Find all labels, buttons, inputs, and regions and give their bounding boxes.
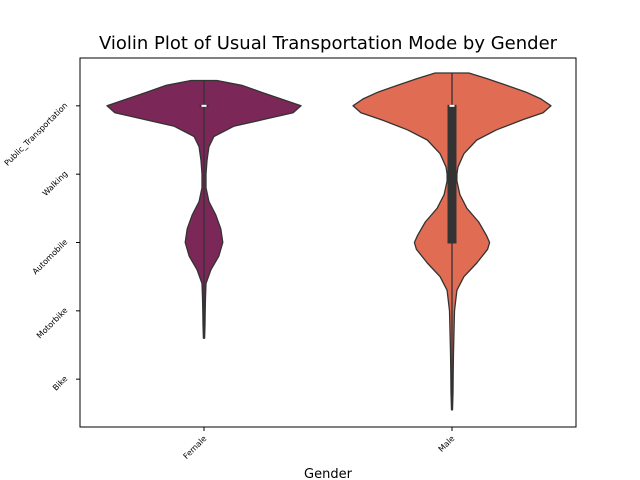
y-tick-label: Bike (51, 374, 69, 392)
median-marker-male (449, 104, 455, 107)
x-axis-label: Gender (304, 467, 353, 480)
y-tick-label: Automobile (31, 238, 70, 277)
x-tick-label: Male (437, 434, 457, 454)
x-tick-label: Female (182, 434, 209, 461)
median-marker-female (201, 104, 207, 107)
y-tick-label: Walking (41, 169, 70, 198)
quartile-box-male (447, 104, 457, 244)
violins-layer (106, 72, 552, 411)
chart-title: Violin Plot of Usual Transportation Mode… (99, 33, 558, 54)
y-tick-label: Public_Transportation (3, 101, 70, 168)
y-tick-label: Motorbike (35, 306, 69, 340)
